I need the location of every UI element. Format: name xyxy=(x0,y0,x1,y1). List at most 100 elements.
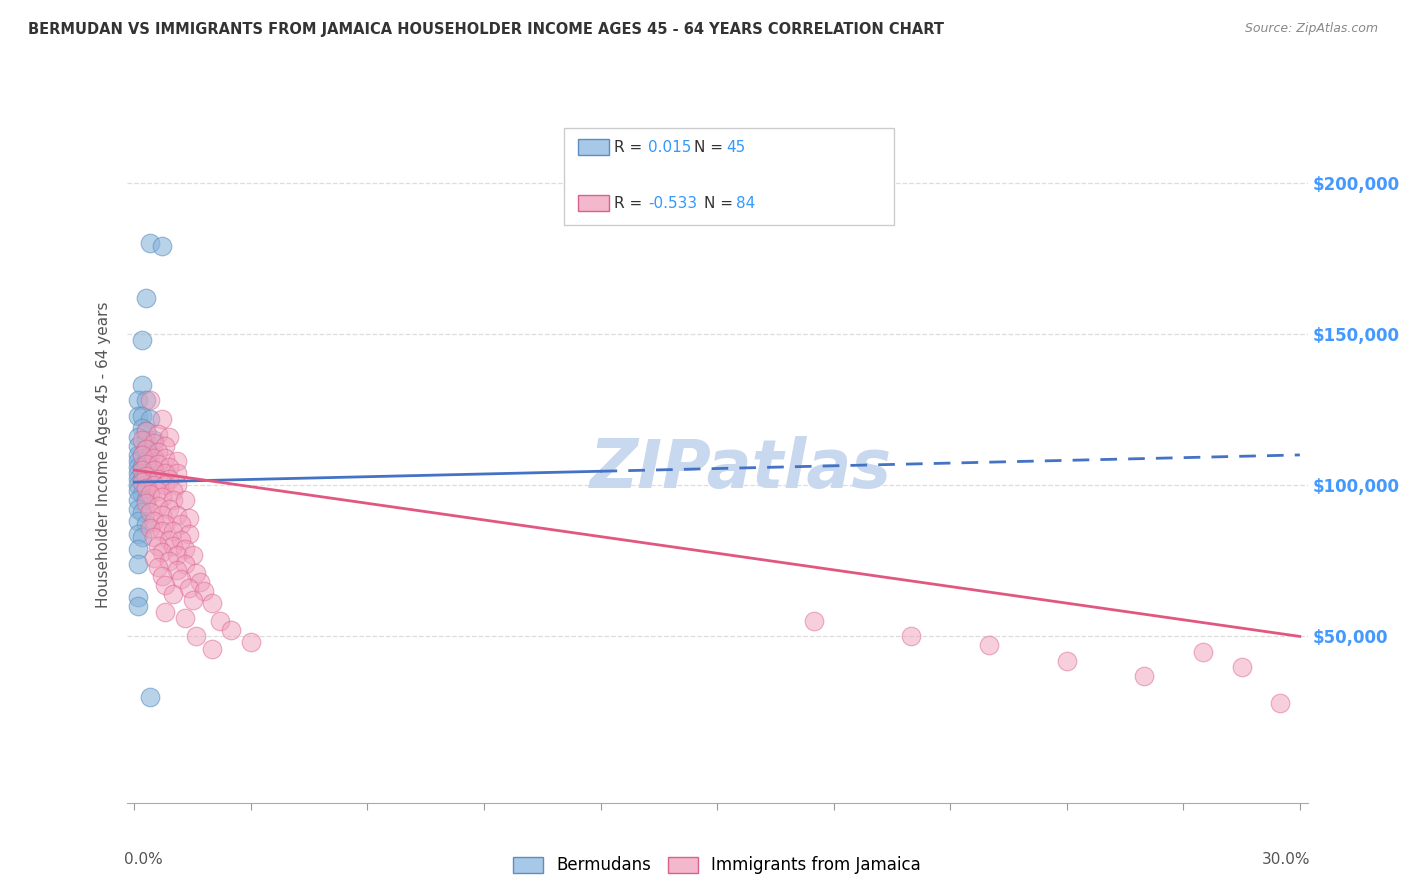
Point xyxy=(162,539,184,553)
Point xyxy=(977,639,1000,653)
Point xyxy=(127,439,149,453)
Point xyxy=(170,517,193,532)
Point xyxy=(162,484,184,499)
Point xyxy=(146,457,169,471)
Point xyxy=(142,433,165,447)
Point xyxy=(146,500,169,514)
Point xyxy=(127,493,149,508)
Point xyxy=(131,463,153,477)
Point xyxy=(135,478,157,492)
Point xyxy=(157,460,180,475)
Point xyxy=(127,484,149,499)
Point xyxy=(173,611,195,625)
Y-axis label: Householder Income Ages 45 - 64 years: Householder Income Ages 45 - 64 years xyxy=(96,301,111,608)
Point xyxy=(127,599,149,614)
Point xyxy=(131,530,153,544)
Point xyxy=(150,490,173,504)
Point xyxy=(131,409,153,423)
Point xyxy=(139,236,162,251)
Point xyxy=(186,629,208,643)
Text: N =: N = xyxy=(695,139,728,154)
Point xyxy=(135,517,157,532)
Point xyxy=(157,472,180,486)
Point xyxy=(142,466,165,480)
Point xyxy=(131,487,153,501)
Point xyxy=(173,541,195,556)
Point xyxy=(201,596,224,610)
Point xyxy=(142,530,165,544)
Point xyxy=(166,478,188,492)
Point xyxy=(155,605,177,619)
Point xyxy=(139,487,162,501)
Point xyxy=(239,635,262,649)
Point xyxy=(135,424,157,438)
Point xyxy=(181,593,204,607)
Point xyxy=(127,526,149,541)
Point xyxy=(166,454,188,468)
Point xyxy=(173,557,195,571)
Point xyxy=(150,411,173,425)
Point xyxy=(135,291,157,305)
Point xyxy=(139,505,162,519)
Point xyxy=(146,484,169,499)
Point xyxy=(1133,669,1156,683)
Text: 45: 45 xyxy=(727,139,745,154)
Point xyxy=(146,559,169,574)
Point xyxy=(155,478,177,492)
Text: N =: N = xyxy=(704,196,738,211)
Point xyxy=(135,496,157,510)
Point xyxy=(135,424,157,438)
Point xyxy=(162,493,184,508)
Point xyxy=(135,393,157,408)
Point xyxy=(146,445,169,459)
Point xyxy=(135,442,157,456)
Point xyxy=(146,539,169,553)
Point xyxy=(135,457,157,471)
Point xyxy=(150,524,173,538)
Point xyxy=(127,502,149,516)
Point xyxy=(127,478,149,492)
Point xyxy=(127,448,149,462)
Text: 0.0%: 0.0% xyxy=(124,852,163,866)
Point xyxy=(193,584,215,599)
Point xyxy=(127,515,149,529)
Text: ZIPatlas: ZIPatlas xyxy=(589,436,891,502)
Point xyxy=(127,590,149,604)
Point xyxy=(139,690,162,704)
Point xyxy=(127,393,149,408)
Point xyxy=(131,448,153,462)
Point xyxy=(166,508,188,523)
Point xyxy=(135,433,157,447)
Point xyxy=(135,469,157,483)
Point xyxy=(131,472,153,486)
Point xyxy=(1191,644,1213,658)
Point xyxy=(803,615,825,629)
Point xyxy=(142,550,165,565)
Point xyxy=(127,454,149,468)
Point xyxy=(150,569,173,583)
Point xyxy=(177,526,200,541)
Point xyxy=(146,472,169,486)
Point xyxy=(166,548,188,562)
Point xyxy=(131,460,153,475)
Point xyxy=(186,566,208,580)
Point xyxy=(142,450,165,465)
Point xyxy=(135,481,157,495)
Point xyxy=(142,515,165,529)
Point xyxy=(142,478,165,492)
Point xyxy=(131,333,153,347)
Point xyxy=(150,545,173,559)
Point xyxy=(155,450,177,465)
Point xyxy=(139,411,162,425)
Point xyxy=(131,378,153,392)
Point xyxy=(127,466,149,480)
Text: 30.0%: 30.0% xyxy=(1261,852,1310,866)
Point xyxy=(221,624,243,638)
Point xyxy=(177,581,200,595)
Point xyxy=(166,466,188,480)
Point xyxy=(173,493,195,508)
Point xyxy=(162,587,184,601)
Point xyxy=(157,502,180,516)
Point xyxy=(127,541,149,556)
Point xyxy=(135,493,157,508)
